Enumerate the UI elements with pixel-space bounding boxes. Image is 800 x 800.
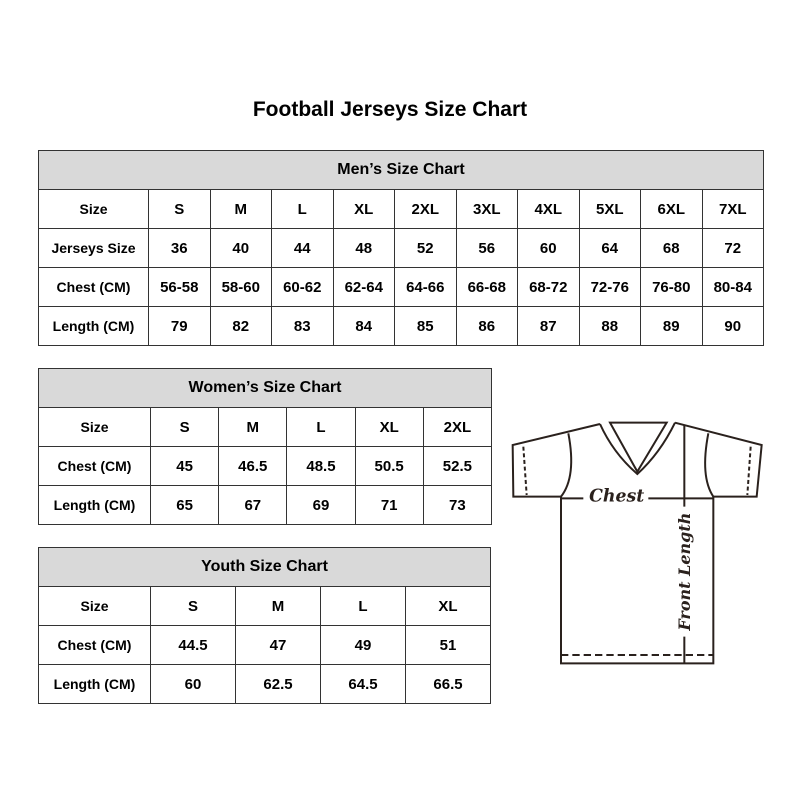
table-row: Size S M L XL: [38, 586, 491, 626]
table-cell: 68: [640, 228, 703, 268]
table-cell: 58-60: [209, 267, 272, 307]
table-cell: 60-62: [271, 267, 334, 307]
table-cell: 72-76: [578, 267, 641, 307]
womens-size-table: Women’s Size Chart Size S M L XL 2XL Chest (CM…: [38, 368, 493, 525]
table-cell: XL: [354, 407, 424, 447]
row-label: Chest (CM): [38, 446, 151, 486]
table-cell: 84: [332, 306, 395, 346]
table-cell: 7XL: [701, 189, 764, 229]
table-cell: 45: [149, 446, 220, 486]
table-cell: 87: [517, 306, 580, 346]
jersey-outline-icon: [511, 421, 763, 665]
table-cell: 82: [209, 306, 272, 346]
table-cell: 3XL: [455, 189, 518, 229]
table-cell: 64: [578, 228, 641, 268]
row-label: Size: [38, 407, 151, 447]
table-cell: 50.5: [354, 446, 424, 486]
table-cell: 6XL: [640, 189, 703, 229]
page-title: Football Jerseys Size Chart: [252, 98, 528, 121]
table-row: Length (CM) 79 82 83 84 85 86 87 88 89 90: [38, 306, 764, 346]
table-cell: 72: [701, 228, 764, 268]
table-cell: 64-66: [394, 267, 457, 307]
table-cell: 71: [354, 485, 424, 525]
table-cell: L: [271, 189, 334, 229]
table-row: Chest (CM) 56-58 58-60 60-62 62-64 64-66 66-68…: [38, 267, 764, 307]
table-cell: 2XL: [422, 407, 493, 447]
youth-table-title: Youth Size Chart: [38, 547, 491, 587]
table-cell: L: [320, 586, 406, 626]
table-cell: 44: [271, 228, 334, 268]
table-cell: 56: [455, 228, 518, 268]
table-cell: 76-80: [640, 267, 703, 307]
table-cell: 85: [394, 306, 457, 346]
table-cell: S: [149, 407, 220, 447]
table-row: Size S M L XL 2XL 3XL 4XL 5XL 6XL 7XL: [38, 189, 764, 229]
table-cell: 4XL: [517, 189, 580, 229]
row-label: Length (CM): [38, 306, 149, 346]
table-cell: XL: [332, 189, 395, 229]
front-length-label: Front Length: [675, 513, 694, 632]
table-cell: 44.5: [150, 625, 236, 665]
table-cell: M: [235, 586, 321, 626]
table-row: Size S M L XL 2XL: [38, 407, 493, 447]
row-label: Jerseys Size: [38, 228, 149, 268]
chest-label: Chest: [589, 487, 644, 507]
table-cell: 79: [148, 306, 211, 346]
youth-size-table: Youth Size Chart Size S M L XL Chest (CM) 44.5…: [38, 547, 491, 704]
row-label: Length (CM): [38, 485, 151, 525]
row-label: Size: [38, 586, 151, 626]
table-cell: M: [209, 189, 272, 229]
table-cell: 2XL: [394, 189, 457, 229]
jersey-diagram: Chest Front Length: [511, 421, 763, 665]
table-cell: M: [218, 407, 288, 447]
table-cell: 5XL: [578, 189, 641, 229]
table-cell: 40: [209, 228, 272, 268]
table-cell: 56-58: [148, 267, 211, 307]
table-cell: S: [148, 189, 211, 229]
table-cell: 88: [578, 306, 641, 346]
row-label: Chest (CM): [38, 267, 149, 307]
table-cell: 62-64: [332, 267, 395, 307]
table-cell: 62.5: [235, 664, 321, 704]
table-cell: 65: [149, 485, 220, 525]
table-cell: 60: [517, 228, 580, 268]
table-cell: 89: [640, 306, 703, 346]
table-cell: 66.5: [405, 664, 491, 704]
table-cell: 73: [422, 485, 493, 525]
mens-size-table: Men’s Size Chart Size S M L XL 2XL 3XL 4XL 5XL 6X…: [38, 150, 764, 346]
table-cell: 83: [271, 306, 334, 346]
table-cell: 52.5: [422, 446, 493, 486]
table-cell: 60: [150, 664, 236, 704]
row-label: Chest (CM): [38, 625, 151, 665]
womens-table-title: Women’s Size Chart: [38, 368, 492, 408]
table-cell: 90: [701, 306, 764, 346]
row-label: Size: [38, 189, 149, 229]
table-cell: 80-84: [701, 267, 764, 307]
table-cell: 67: [218, 485, 288, 525]
table-cell: 48: [332, 228, 395, 268]
table-cell: 68-72: [517, 267, 580, 307]
table-cell: S: [150, 586, 236, 626]
table-cell: 52: [394, 228, 457, 268]
table-row: Chest (CM) 45 46.5 48.5 50.5 52.5: [38, 446, 493, 486]
table-row: Length (CM) 60 62.5 64.5 66.5: [38, 664, 491, 704]
mens-table-title: Men’s Size Chart: [38, 150, 764, 190]
table-cell: 49: [320, 625, 406, 665]
table-cell: 69: [286, 485, 356, 525]
table-cell: 47: [235, 625, 321, 665]
row-label: Length (CM): [38, 664, 151, 704]
table-row: Jerseys Size 36 40 44 48 52 56 60 64 68 72: [38, 228, 764, 268]
table-cell: 36: [148, 228, 211, 268]
table-row: Chest (CM) 44.5 47 49 51: [38, 625, 491, 665]
table-cell: 86: [455, 306, 518, 346]
table-cell: L: [286, 407, 356, 447]
table-cell: XL: [405, 586, 491, 626]
table-row: Length (CM) 65 67 69 71 73: [38, 485, 493, 525]
table-cell: 48.5: [286, 446, 356, 486]
table-cell: 66-68: [455, 267, 518, 307]
table-cell: 46.5: [218, 446, 288, 486]
table-cell: 64.5: [320, 664, 406, 704]
table-cell: 51: [405, 625, 491, 665]
